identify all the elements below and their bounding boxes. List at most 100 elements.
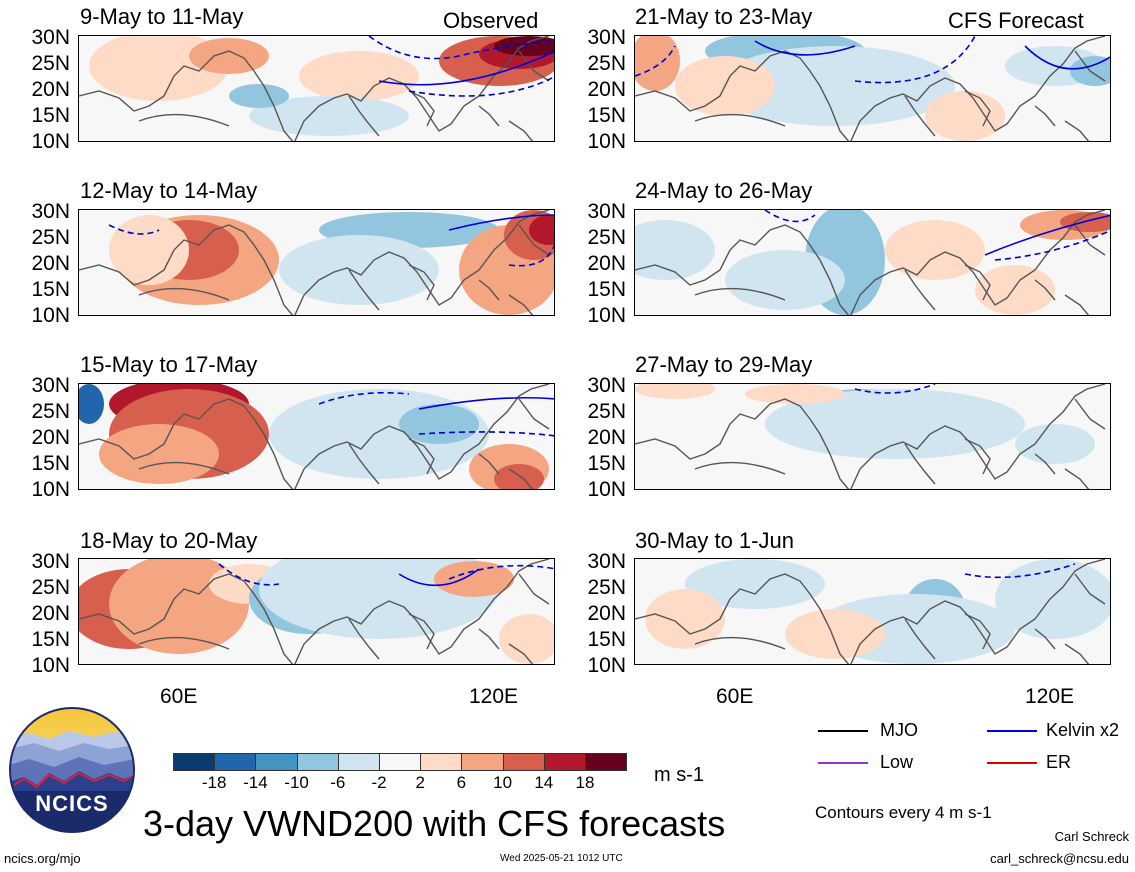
anomaly-shading xyxy=(499,614,554,664)
kelvin-contour xyxy=(508,243,554,267)
kelvin-contour xyxy=(378,51,554,86)
lat-label: 15N xyxy=(31,628,70,651)
kelvin-contour xyxy=(448,214,554,231)
map-canvas xyxy=(635,559,1110,664)
lat-label: 15N xyxy=(31,278,70,301)
coastline xyxy=(635,384,1106,489)
colorbar-tick-label: -14 xyxy=(243,773,268,792)
map-canvas xyxy=(635,384,1110,489)
kelvin-contour xyxy=(984,214,1110,256)
colorbar-tick-label: 2 xyxy=(415,773,425,792)
anomaly-shading xyxy=(925,91,1005,141)
coastline xyxy=(79,559,550,664)
map-panel xyxy=(78,383,555,490)
coastline xyxy=(635,36,1106,141)
lon-label: 60E xyxy=(160,685,198,708)
map-panel xyxy=(78,35,555,142)
lat-label: 20N xyxy=(31,426,70,449)
map-canvas xyxy=(635,36,1110,141)
colorbar-cell xyxy=(337,753,380,771)
lat-label: 20N xyxy=(587,426,626,449)
timestamp: Wed 2025-05-21 1012 UTC xyxy=(500,853,623,864)
colorbar-tick-label: 10 xyxy=(493,773,513,792)
lat-label: 15N xyxy=(31,452,70,475)
colorbar-tick-label: 6 xyxy=(456,773,467,792)
lat-label: 15N xyxy=(587,628,626,651)
panel-title: 12-May to 14-May xyxy=(80,178,258,203)
anomaly-shading xyxy=(494,36,554,56)
map-canvas xyxy=(79,559,554,664)
kelvin-contour xyxy=(218,563,280,586)
anomaly-shading xyxy=(715,46,955,126)
forecast-label: CFS Forecast xyxy=(948,8,1084,33)
logo-text: NCICS xyxy=(35,791,109,816)
panel-title: 27-May to 29-May xyxy=(635,352,813,377)
lat-label: 30N xyxy=(31,550,70,573)
lat-label: 25N xyxy=(587,226,626,249)
coastline xyxy=(138,50,550,141)
lat-label: 15N xyxy=(587,278,626,301)
map-panel xyxy=(634,383,1111,490)
coastline xyxy=(138,224,550,315)
lon-label: 120E xyxy=(1025,685,1075,708)
anomaly-shading xyxy=(229,84,289,108)
anomaly-shading xyxy=(685,559,825,609)
panel-title: 18-May to 20-May xyxy=(80,528,258,553)
lat-label: 15N xyxy=(31,104,70,127)
colorbar-tick-label: 14 xyxy=(534,773,554,792)
colorbar-tick-label: -2 xyxy=(371,773,387,792)
coastline xyxy=(79,36,550,141)
coastline xyxy=(79,210,550,315)
lon-label: 60E xyxy=(716,685,754,708)
lat-label: 30N xyxy=(31,26,70,49)
colorbar-cell xyxy=(379,753,422,771)
colorbar-cell xyxy=(173,753,216,771)
anomaly-shading xyxy=(995,559,1110,639)
anomaly-shading xyxy=(299,51,419,101)
lat-label: 10N xyxy=(31,304,70,327)
colorbar-cell xyxy=(502,753,545,771)
author: Carl Schreck xyxy=(1054,829,1129,844)
kelvin-contour xyxy=(764,210,816,223)
kelvin-contour xyxy=(418,431,554,437)
lat-label: 20N xyxy=(31,252,70,275)
coastline xyxy=(138,573,550,664)
colorbar-tick-label: 18 xyxy=(575,773,595,792)
coastline xyxy=(694,50,1106,141)
lat-label: 30N xyxy=(587,200,626,223)
legend-low-label: Low xyxy=(880,752,914,772)
anomaly-shading xyxy=(925,409,1005,439)
lat-label: 30N xyxy=(587,374,626,397)
anomaly-shading xyxy=(645,589,725,649)
kelvin-contour xyxy=(368,36,554,60)
colorbar-tick-label: -18 xyxy=(201,773,227,792)
legend-er-label: ER xyxy=(1046,752,1072,772)
panel-title: 9-May to 11-May xyxy=(80,4,244,29)
panel-title: 15-May to 17-May xyxy=(80,352,258,377)
map-panel xyxy=(78,558,555,665)
anomaly-shading xyxy=(79,384,104,424)
lat-label: 25N xyxy=(587,52,626,75)
colorbar-cell xyxy=(420,753,463,771)
anomaly-shading xyxy=(785,609,885,659)
kelvin-contour xyxy=(408,76,554,97)
legend-kelvin-label: Kelvin x2 xyxy=(1046,720,1120,740)
colorbar-cell xyxy=(585,753,628,771)
anomaly-shading xyxy=(99,424,219,484)
anomaly-shading xyxy=(1015,424,1095,464)
coastline xyxy=(138,398,550,489)
kelvin-contour xyxy=(1024,45,1110,70)
map-canvas xyxy=(635,210,1110,315)
colorbar-cell xyxy=(296,753,339,771)
colorbar-cell xyxy=(255,753,298,771)
anomaly-shading xyxy=(975,265,1055,315)
kelvin-contour xyxy=(994,229,1110,261)
panel-title: 24-May to 26-May xyxy=(635,178,813,203)
lat-label: 30N xyxy=(31,374,70,397)
map-panel xyxy=(634,209,1111,316)
lat-label: 20N xyxy=(587,252,626,275)
colorbar-cell xyxy=(543,753,586,771)
panel-title: 30-May to 1-Jun xyxy=(635,528,794,553)
coastline xyxy=(635,210,1106,315)
anomaly-shading xyxy=(529,215,554,245)
